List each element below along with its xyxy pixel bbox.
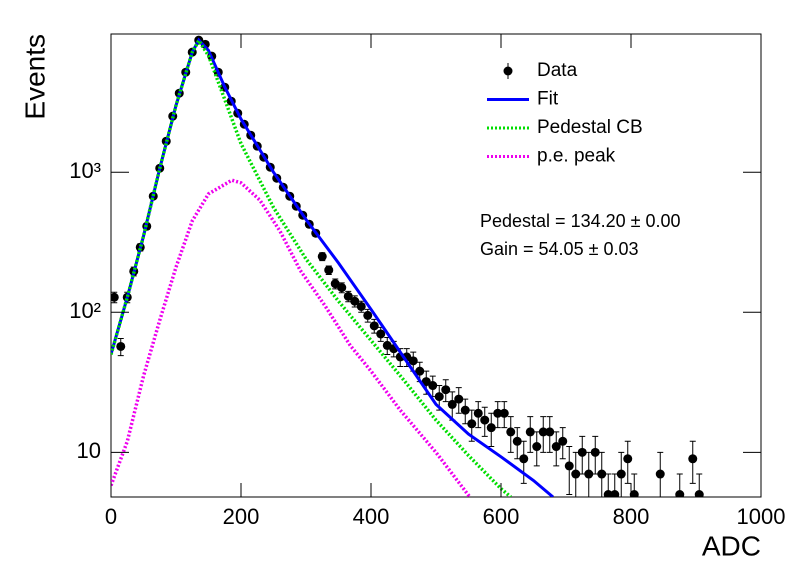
data-point [551,442,561,452]
data-point [486,423,496,433]
data-point [493,408,503,418]
data-point [545,427,555,437]
error-bar [598,451,605,497]
legend-label: Data [537,60,578,81]
data-point [428,381,438,391]
data-point [460,405,470,415]
data-point [434,392,444,402]
data-point [415,366,425,376]
y-tick-label: 10² [69,298,101,323]
data-point [538,427,548,437]
plot-frame [110,33,762,498]
data-point [623,454,633,464]
annotation: Pedestal = 134.20 ± 0.00 [480,211,681,231]
x-tick-label: 400 [353,504,390,529]
data-point [506,427,516,437]
data-point [376,329,386,339]
data-point [330,279,340,289]
error-bar [618,451,625,497]
data-point [558,436,568,446]
error-bar [696,473,703,497]
fit-curve [111,37,512,497]
data-point [324,265,334,275]
legend-label: Fit [537,89,559,110]
legend-marker [503,66,513,76]
data-point [116,341,126,351]
data-point [694,490,704,497]
legend-label: Pedestal CB [537,117,643,138]
data-point [421,377,431,387]
data-point [467,419,477,429]
x-axis-title: ADC [702,530,761,561]
y-tick-label: 10 [77,438,101,463]
data-point [532,442,542,452]
data-point [408,356,418,366]
data-point [454,394,464,404]
x-tick-label: 0 [105,504,117,529]
data-point [480,415,490,425]
data-point [571,469,581,479]
data-point [629,490,639,497]
fit-curve [111,37,554,497]
data-point [499,408,509,418]
data-point [363,310,373,320]
data-point [473,408,483,418]
data-point [441,385,451,395]
data-point [111,292,119,302]
error-bar [657,451,664,497]
data-point [525,427,535,437]
data-point [512,436,522,446]
data-point [597,469,607,479]
data-point [447,399,457,409]
x-tick-label: 600 [483,504,520,529]
data-point [369,321,379,331]
error-bar [572,451,579,497]
data-point [337,283,347,293]
legend-label: p.e. peak [537,146,616,167]
error-bar [631,473,638,497]
x-tick-label: 800 [613,504,650,529]
data-point [519,454,529,464]
fit-curve [111,178,472,497]
data-point [577,447,587,457]
x-tick-label: 1000 [737,504,786,529]
annotation: Gain = 54.05 ± 0.03 [480,239,639,259]
error-bar [676,473,683,497]
data-point [610,490,620,497]
error-bar [585,451,592,497]
data-point [356,301,366,311]
data-point [616,469,626,479]
data-point [343,291,353,301]
data-point [317,252,327,262]
data-point [675,490,685,497]
x-tick-label: 200 [223,504,260,529]
y-tick-label: 10³ [69,158,101,183]
error-bar [566,446,573,496]
data-point [350,296,360,306]
data-point [590,447,600,457]
data-point [584,469,594,479]
data-point [688,454,698,464]
plot-area [111,35,704,497]
data-point [564,461,574,471]
data-point [655,469,665,479]
error-bar [605,473,612,497]
y-axis-title: Events [19,34,50,120]
